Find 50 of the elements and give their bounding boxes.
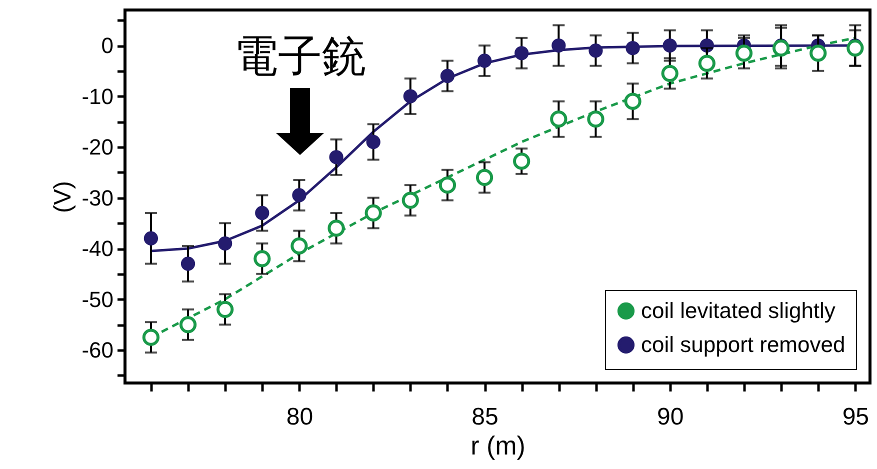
legend-label: coil levitated slightly [641,298,836,323]
point [772,40,790,57]
y-tick-label: -30 [82,185,114,210]
point [142,328,160,346]
annotation: 電子銃 [234,31,366,82]
point [216,300,234,318]
x-axis-title: r (m) [470,430,526,460]
point [626,41,640,56]
legend-label: coil support removed [641,332,846,357]
point [661,64,678,82]
point [328,220,345,237]
point [402,192,419,209]
x-tick-label: 95 [842,404,870,430]
point [588,44,603,58]
point [218,236,232,250]
x-tick-label: 85 [472,404,498,430]
y-tick-label: -50 [82,286,114,312]
y-tick-label: -40 [82,236,114,262]
y-tick-label: 0 [101,33,114,58]
point [587,110,604,128]
point [366,134,380,150]
point [662,38,677,53]
point [364,204,382,222]
point [514,46,529,60]
y-tick-label: -10 [82,84,114,109]
point [698,54,716,72]
x-tick-label: 80 [286,404,314,430]
point [550,110,568,128]
x-tick-label: 90 [657,404,684,430]
point [144,231,158,246]
y-tick-label: -20 [82,134,114,160]
point [440,68,455,84]
point [624,92,642,110]
point [513,152,530,170]
point [810,44,827,62]
point [735,44,753,62]
point [254,250,271,268]
point [329,150,344,164]
point [292,188,306,202]
point [290,237,308,255]
y-tick-label: -60 [82,338,114,363]
point [255,206,270,220]
point [476,168,494,186]
point [180,256,196,271]
y-axis-title: (V) [50,181,77,213]
point [552,38,566,53]
point [438,176,456,194]
point [179,316,197,334]
point [403,89,418,104]
point [477,54,492,68]
